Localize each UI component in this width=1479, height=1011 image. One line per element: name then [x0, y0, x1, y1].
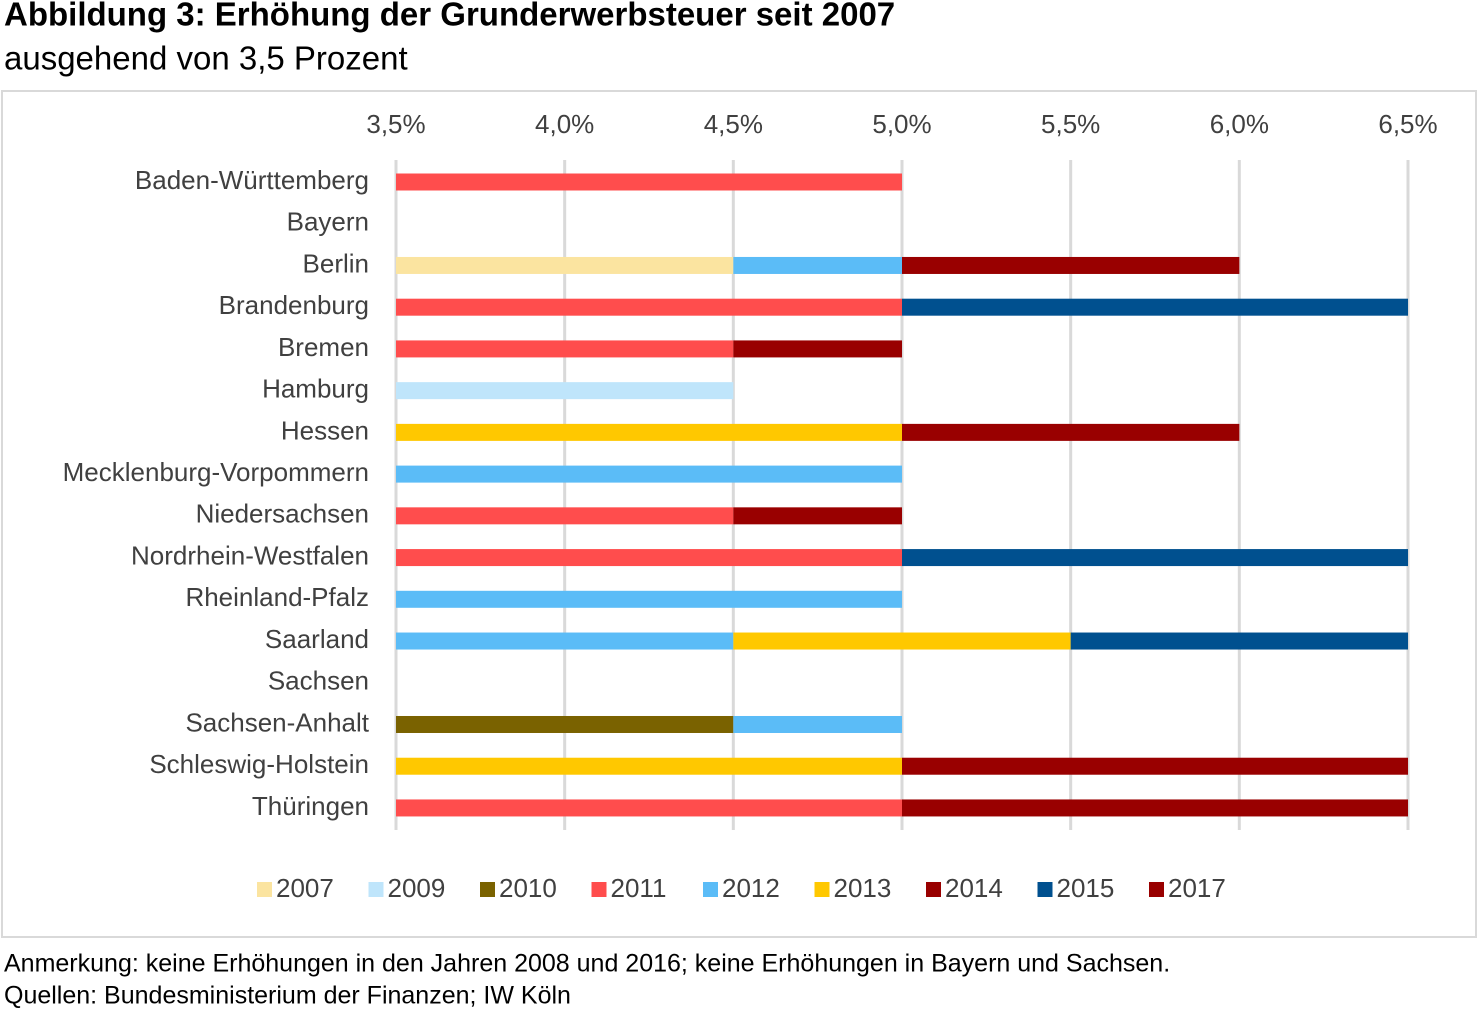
bar-segment: [396, 549, 902, 566]
y-tick-label: Sachsen-Anhalt: [185, 707, 369, 737]
chart-title: Abbildung 3: Erhöhung der Grunderwerbste…: [4, 0, 895, 33]
legend-swatch: [592, 882, 607, 897]
y-tick-label: Hessen: [281, 415, 369, 445]
legend-label: 2012: [722, 873, 780, 903]
bar-segment: [396, 633, 733, 650]
legend-swatch: [1149, 882, 1164, 897]
bar-segment: [396, 716, 733, 733]
chart-subtitle: ausgehend von 3,5 Prozent: [4, 40, 408, 77]
x-tick-label: 6,0%: [1210, 109, 1269, 139]
y-tick-label: Bayern: [287, 207, 369, 237]
bar-segment: [902, 799, 1408, 816]
legend-swatch: [703, 882, 718, 897]
legend-label: 2017: [1168, 873, 1226, 903]
bar-segment: [902, 424, 1239, 441]
bar-segment: [902, 257, 1239, 274]
bar-segment: [396, 424, 902, 441]
y-tick-label: Rheinland-Pfalz: [185, 582, 369, 612]
x-tick-label: 4,5%: [704, 109, 763, 139]
legend-swatch: [480, 882, 495, 897]
bar-segment: [396, 799, 902, 816]
legend-label: 2013: [834, 873, 892, 903]
y-tick-label: Mecklenburg-Vorpommern: [63, 457, 369, 487]
bar-segment: [396, 758, 902, 775]
legend-swatch: [926, 882, 941, 897]
bar-segment: [396, 299, 902, 316]
y-tick-label: Baden-Württemberg: [135, 165, 369, 195]
source: Quellen: Bundesministerium der Finanzen;…: [4, 982, 571, 1010]
bar-segment: [396, 174, 902, 191]
y-tick-label: Bremen: [278, 332, 369, 362]
bar-segment: [733, 507, 902, 524]
y-tick-label: Niedersachsen: [196, 499, 369, 529]
bar-segment: [902, 758, 1408, 775]
y-tick-label: Brandenburg: [219, 290, 369, 320]
legend-swatch: [257, 882, 272, 897]
legend-label: 2007: [276, 873, 334, 903]
y-tick-label: Nordrhein-Westfalen: [131, 540, 369, 570]
bar-segment: [396, 340, 733, 357]
legend-label: 2015: [1057, 873, 1115, 903]
y-tick-label: Thüringen: [252, 791, 369, 821]
legend-label: 2010: [499, 873, 557, 903]
legend-swatch: [369, 882, 384, 897]
y-tick-label: Sachsen: [268, 666, 369, 696]
bar-segment: [396, 591, 902, 608]
y-tick-label: Hamburg: [262, 374, 369, 404]
legend-label: 2011: [611, 873, 667, 903]
bar-segment: [902, 299, 1408, 316]
y-tick-label: Saarland: [265, 624, 369, 654]
chart: Abbildung 3: Erhöhung der Grunderwerbste…: [0, 0, 1479, 1011]
legend-swatch: [815, 882, 830, 897]
x-tick-label: 4,0%: [535, 109, 594, 139]
legend-label: 2014: [945, 873, 1003, 903]
x-tick-label: 5,5%: [1041, 109, 1100, 139]
bar-segment: [396, 257, 733, 274]
legend-label: 2009: [388, 873, 446, 903]
bar-segment: [733, 257, 902, 274]
bar-segment: [733, 633, 1070, 650]
bar-segment: [396, 382, 733, 399]
bar-segment: [396, 507, 733, 524]
bar-segment: [396, 466, 902, 483]
x-tick-label: 5,0%: [872, 109, 931, 139]
bar-segment: [733, 716, 902, 733]
legend-swatch: [1038, 882, 1053, 897]
x-tick-label: 3,5%: [366, 109, 425, 139]
bar-segment: [902, 549, 1408, 566]
y-tick-label: Schleswig-Holstein: [149, 749, 369, 779]
bar-segment: [1071, 633, 1408, 650]
y-tick-label: Berlin: [303, 248, 369, 278]
note: Anmerkung: keine Erhöhungen in den Jahre…: [4, 950, 1170, 978]
bar-segment: [733, 340, 902, 357]
x-tick-label: 6,5%: [1378, 109, 1437, 139]
